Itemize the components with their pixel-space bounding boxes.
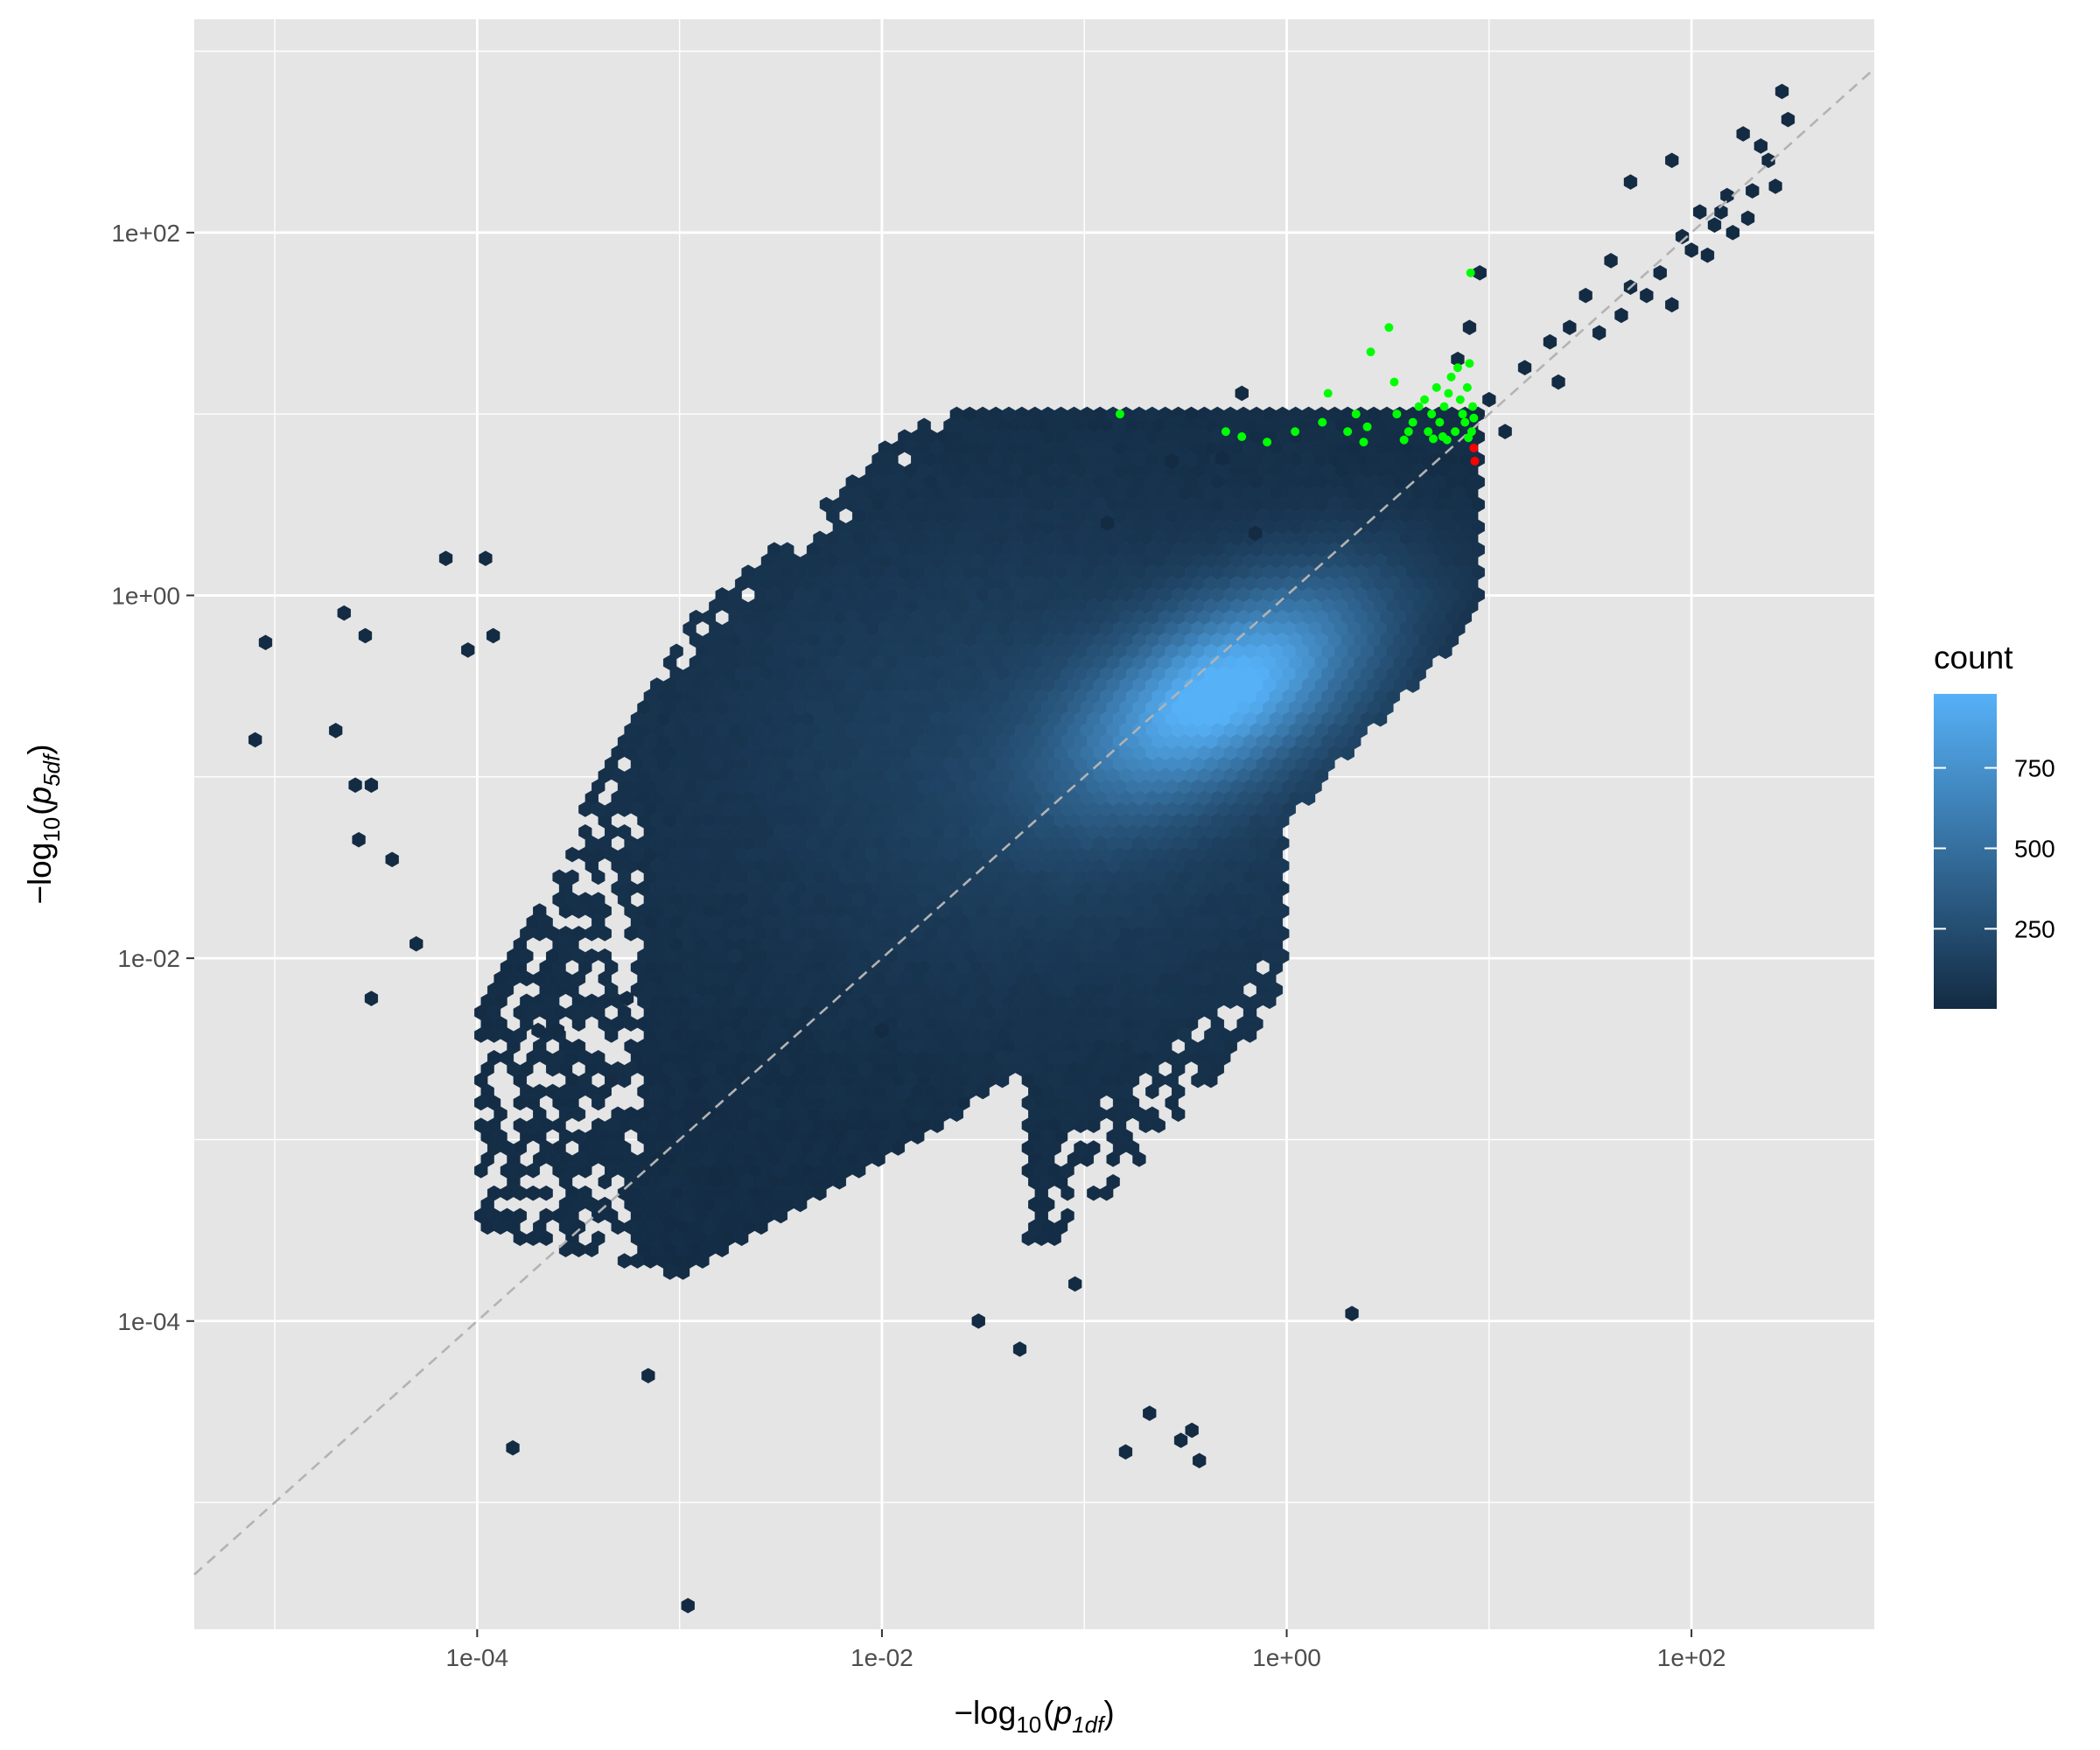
green-point — [1414, 402, 1424, 411]
green-point — [1469, 413, 1479, 423]
green-point — [1429, 434, 1438, 444]
legend-tick-label: 500 — [2014, 836, 2055, 863]
x-tick-label: 1e+02 — [1657, 1644, 1726, 1671]
red-point — [1470, 456, 1480, 466]
y-axis-title-prefix: −log — [22, 843, 58, 905]
green-point — [1351, 410, 1361, 419]
green-point — [1366, 347, 1376, 357]
x-axis-title-open: ( — [1043, 1695, 1054, 1731]
y-tick-label: 1e+00 — [111, 582, 180, 609]
green-point — [1408, 417, 1418, 427]
green-point — [1427, 410, 1437, 419]
y-axis-title-open: ( — [22, 804, 58, 816]
red-point — [1469, 443, 1479, 452]
x-axis-title-var: p — [1054, 1695, 1073, 1731]
green-point — [1452, 363, 1462, 373]
legend-title: count — [1934, 640, 2013, 676]
legend-colorbar — [1934, 694, 1997, 1009]
green-point — [1384, 323, 1394, 332]
green-point — [1468, 402, 1478, 411]
x-tick-label: 1e-04 — [446, 1644, 509, 1671]
y-axis-title-subscript: 10 — [38, 817, 65, 843]
green-point — [1392, 410, 1402, 419]
y-tick-label: 1e-04 — [117, 1308, 180, 1335]
x-axis-title-close: ) — [1103, 1695, 1114, 1731]
green-point — [1444, 388, 1453, 398]
green-point — [1359, 438, 1368, 447]
x-axis-title-var-subscript: 1df — [1072, 1712, 1106, 1738]
green-point — [1451, 427, 1460, 437]
hex-cell — [1406, 677, 1420, 693]
green-point — [1442, 435, 1452, 444]
green-point — [1390, 377, 1399, 387]
green-point — [1455, 395, 1465, 404]
y-axis-title-close: ) — [22, 744, 58, 754]
green-point — [1399, 435, 1409, 444]
legend-tick-label: 250 — [2014, 915, 2055, 942]
x-tick-label: 1e-02 — [850, 1644, 914, 1671]
y-tick-label: 1e-02 — [117, 945, 180, 972]
hexbin-cells — [248, 83, 1796, 1614]
green-point — [1458, 410, 1467, 419]
green-point — [1404, 427, 1413, 437]
hex-cell — [1438, 643, 1452, 660]
green-point — [1462, 382, 1472, 392]
green-point — [1466, 427, 1476, 437]
green-point — [1318, 417, 1327, 427]
green-point — [1424, 427, 1433, 437]
y-tick-label: 1e+02 — [111, 220, 180, 247]
y-axis-title-var: p — [22, 787, 58, 806]
green-point — [1420, 395, 1430, 404]
green-point — [1343, 427, 1353, 437]
green-point — [1237, 432, 1247, 442]
green-point — [1323, 388, 1333, 398]
x-axis-title-prefix: −log — [954, 1695, 1016, 1731]
legend-tick-label: 750 — [2014, 755, 2055, 782]
green-point — [1439, 402, 1449, 411]
green-point — [1435, 417, 1445, 427]
x-tick-label: 1e+00 — [1252, 1644, 1321, 1671]
green-point — [1115, 410, 1124, 419]
green-point — [1291, 427, 1300, 437]
green-point — [1221, 427, 1230, 437]
green-point — [1465, 359, 1474, 368]
green-point — [1446, 372, 1456, 382]
green-point — [1460, 417, 1470, 427]
x-axis-title-subscript: 10 — [1016, 1712, 1041, 1738]
green-point — [1432, 382, 1441, 392]
green-point — [1466, 268, 1475, 277]
green-point — [1263, 438, 1272, 447]
y-axis-title-var-subscript: 5df — [38, 752, 65, 787]
green-point — [1362, 422, 1372, 431]
